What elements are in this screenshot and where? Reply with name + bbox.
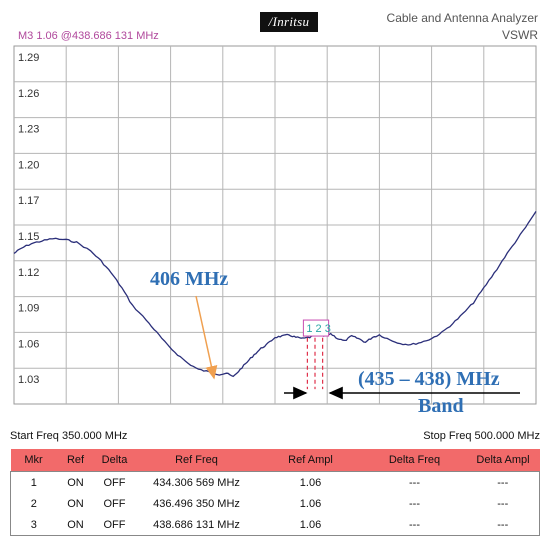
y-tick-label: 1.09: [18, 303, 39, 315]
y-tick-labels: 1.29 1.26 1.23 1.20 1.17 1.15 1.12 1.09 1.06 1.03: [18, 52, 39, 386]
anritsu-logo: /Inritsu: [260, 12, 318, 32]
cell-mkr: 2: [30, 497, 37, 510]
cell-ref: ON: [67, 476, 84, 489]
header-delta-ampl: Delta Ampl: [476, 454, 530, 466]
cell-delta-ampl: ---: [497, 497, 509, 510]
cell-delta: OFF: [103, 518, 126, 531]
header-delta-freq: Delta Freq: [388, 454, 441, 466]
header-mkr: Mkr: [24, 454, 43, 466]
cell-delta-freq: ---: [409, 518, 420, 531]
y-tick-label: 1.03: [18, 374, 39, 386]
cell-ref-freq: 436.496 350 MHz: [153, 497, 240, 510]
header-delta: Delta: [101, 454, 128, 466]
marker-labels: 1 2 3: [306, 323, 330, 335]
vswr-chart: 1.29 1.26 1.23 1.20 1.17 1.15 1.12 1.09 1.06 1.03…: [13, 45, 537, 417]
stop-frequency: Stop Freq 500.000 MHz: [423, 430, 540, 442]
marker-lines: 1 2 3: [302, 319, 331, 390]
annotation-band: Band: [418, 395, 464, 417]
annotation-406-arrow: [195, 295, 218, 380]
y-tick-label: 1.06: [18, 338, 39, 350]
cell-ref-ampl: 1.06: [299, 497, 322, 510]
cell-delta-ampl: ---: [497, 518, 509, 531]
marker-table-header: Mkr Ref Delta Ref Freq Ref Ampl Delta Fr…: [10, 449, 540, 472]
y-tick-label: 1.26: [18, 88, 39, 100]
vswr-trace: [13, 211, 537, 378]
marker-readout: M3 1.06 @438.686 131 MHz: [18, 30, 159, 42]
header-ref-ampl: Ref Ampl: [288, 454, 333, 466]
cell-ref: ON: [67, 518, 84, 531]
cell-delta-ampl: ---: [497, 476, 509, 489]
cell-ref-ampl: 1.06: [299, 518, 322, 531]
cell-delta: OFF: [103, 497, 126, 510]
y-tick-label: 1.23: [18, 124, 39, 136]
annotation-406mhz: 406 MHz: [150, 268, 228, 290]
header-ref-freq: Ref Freq: [175, 454, 218, 466]
plot-grid: [13, 45, 537, 405]
instrument-title: Cable and Antenna Analyzer VSWR: [387, 10, 538, 44]
y-tick-label: 1.20: [18, 159, 39, 171]
y-tick-label: 1.15: [18, 231, 39, 243]
y-tick-label: 1.29: [18, 52, 39, 64]
cell-delta-freq: ---: [409, 476, 420, 489]
start-frequency: Start Freq 350.000 MHz: [10, 430, 128, 442]
instrument-title-line1: Cable and Antenna Analyzer: [386, 11, 538, 25]
cell-ref-freq: 434.306 569 MHz: [153, 476, 240, 489]
table-row: 1 ON OFF 434.306 569 MHz 1.06 --- ---: [11, 472, 540, 494]
cell-ref-ampl: 1.06: [299, 476, 322, 489]
cell-ref-freq: 438.686 131 MHz: [153, 518, 240, 531]
cell-mkr: 3: [30, 518, 37, 531]
cell-mkr: 1: [30, 476, 37, 489]
instrument-mode: VSWR: [502, 28, 538, 42]
table-row: 2 ON OFF 436.496 350 MHz 1.06 --- ---: [11, 493, 540, 514]
marker-table: Mkr Ref Delta Ref Freq Ref Ampl Delta Fr…: [10, 449, 540, 536]
marker-label-box: [302, 319, 330, 337]
y-tick-label: 1.17: [18, 195, 39, 207]
y-tick-label: 1.12: [18, 267, 39, 279]
table-row: 3 ON OFF 438.686 131 MHz 1.06 --- ---: [11, 514, 540, 536]
cell-ref: ON: [67, 497, 84, 510]
cell-delta: OFF: [103, 476, 126, 489]
cell-delta-freq: ---: [409, 497, 420, 510]
header-ref: Ref: [66, 454, 85, 466]
annotation-band-range: (435 – 438) MHz: [358, 368, 500, 390]
